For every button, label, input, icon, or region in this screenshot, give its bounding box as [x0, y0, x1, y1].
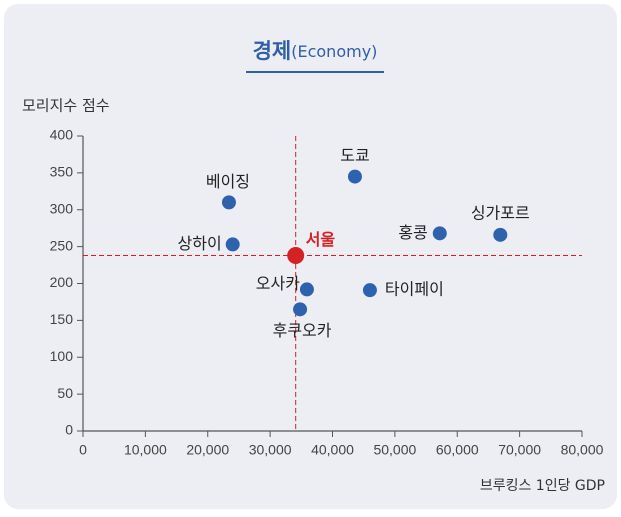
point-label: 상하이 [178, 234, 222, 253]
x-tick-label: 60,000 [436, 442, 479, 458]
point [293, 302, 308, 317]
y-tick-label: 50 [57, 385, 73, 401]
y-tick-label: 400 [50, 127, 74, 143]
point-label: 도쿄 [340, 146, 369, 165]
point [493, 227, 508, 242]
point [347, 169, 362, 184]
point-label: 싱가포르 [471, 203, 530, 222]
point-label: 홍콩 [398, 223, 427, 242]
title: 경제 [253, 39, 292, 63]
point-label: 후쿠오카 [273, 321, 332, 340]
y-tick-label: 200 [50, 274, 74, 290]
y-axis-label: 모리지수 점수 [22, 97, 110, 115]
point [221, 195, 236, 210]
point [299, 282, 314, 297]
y-tick-label: 0 [65, 422, 73, 438]
x-tick-label: 50,000 [373, 442, 416, 458]
point [287, 246, 305, 264]
point-label: 베이징 [206, 172, 250, 191]
y-tick-label: 350 [50, 164, 74, 180]
y-tick-label: 150 [50, 311, 74, 327]
y-tick-label: 250 [50, 237, 74, 253]
x-tick-label: 70,000 [498, 442, 541, 458]
panel [4, 4, 617, 509]
y-tick-label: 100 [50, 348, 74, 364]
y-tick-label: 300 [50, 200, 74, 216]
subtitle: (Economy) [291, 42, 377, 61]
chart-title: 경제(Economy) [253, 39, 378, 63]
point-label: 오사카 [256, 274, 300, 293]
x-tick-label: 40,000 [311, 442, 354, 458]
point-label: 타이페이 [385, 280, 444, 299]
x-tick-label: 10,000 [124, 442, 167, 458]
x-tick-label: 20,000 [186, 442, 229, 458]
point [362, 283, 377, 298]
point [225, 237, 240, 252]
point [432, 226, 447, 241]
x-tick-label: 0 [79, 442, 87, 458]
x-axis-label: 브루킹스 1인당 GDP [480, 478, 605, 494]
x-tick-label: 80,000 [561, 442, 604, 458]
x-tick-label: 30,000 [249, 442, 292, 458]
point-label: 서울 [306, 230, 336, 249]
